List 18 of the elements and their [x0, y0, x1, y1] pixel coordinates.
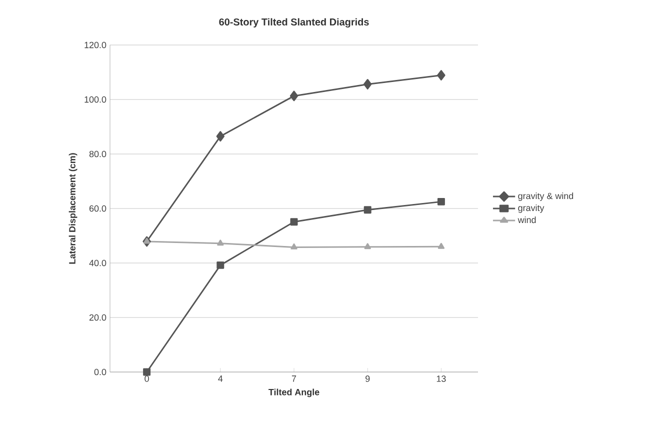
x-tick-label: 9	[366, 376, 370, 382]
y-tick-label: 80.0	[89, 150, 106, 158]
y-tick-label: 120.0	[84, 42, 106, 48]
y-axis-title: Lateral Displacement (cm)	[68, 153, 78, 264]
x-tick-label: 4	[218, 376, 223, 382]
x-axis-title: Tilted Angle	[268, 388, 320, 398]
x-tick-label: 13	[436, 376, 446, 382]
legend-label: gravity	[518, 204, 544, 213]
chart-title: 60-Story Tilted Slanted Diagrids	[219, 18, 369, 28]
y-tick-label: 40.0	[89, 260, 106, 266]
legend-label: gravity & wind	[518, 192, 574, 201]
y-tick-label: 0.0	[94, 368, 106, 376]
x-tick-label: 0	[144, 376, 149, 382]
y-tick-label: 20.0	[89, 314, 106, 321]
y-tick-label: 100.0	[84, 96, 106, 103]
y-tick-label: 60.0	[89, 205, 106, 212]
legend-label: wind	[518, 216, 536, 224]
x-tick-label: 7	[292, 376, 296, 382]
